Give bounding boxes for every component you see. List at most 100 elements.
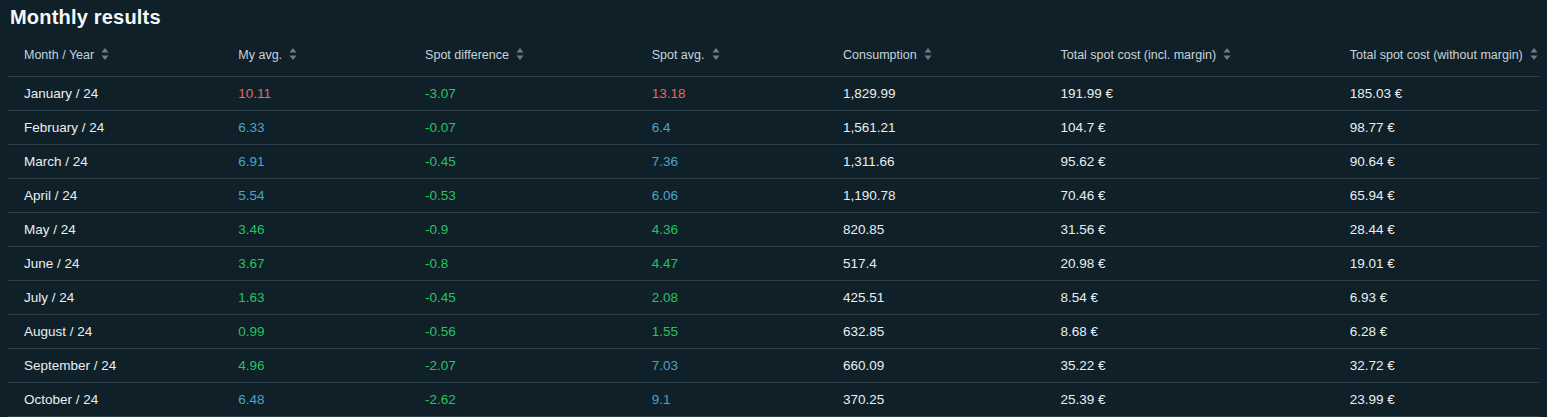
cell-spot-avg: 7.03 <box>636 348 827 382</box>
cell-consumption: 1,190.78 <box>827 178 1044 212</box>
cell-total-spot-cost-without-margin: 28.44 € <box>1334 212 1539 246</box>
cell-total-spot-cost-without-margin: 32.72 € <box>1334 348 1539 382</box>
cell-total-spot-cost-without-margin: 185.03 € <box>1334 76 1539 110</box>
table-row: September / 244.96-2.077.03660.0935.22 €… <box>8 348 1539 382</box>
cell-spot-avg: 4.47 <box>636 246 827 280</box>
cell-month-year: June / 24 <box>8 246 222 280</box>
cell-my-avg: 3.67 <box>222 246 409 280</box>
cell-total-spot-cost-without-margin: 6.28 € <box>1334 314 1539 348</box>
cell-total-spot-cost-without-margin: 19.01 € <box>1334 246 1539 280</box>
column-header-label: Month / Year <box>24 48 94 62</box>
cell-month-year: January / 24 <box>8 76 222 110</box>
cell-consumption: 425.51 <box>827 280 1044 314</box>
cell-my-avg: 1.63 <box>222 280 409 314</box>
cell-my-avg: 6.48 <box>222 382 409 416</box>
cell-month-year: October / 24 <box>8 382 222 416</box>
cell-spot-difference: -2.07 <box>409 348 636 382</box>
cell-total-spot-cost-without-margin: 6.93 € <box>1334 280 1539 314</box>
cell-my-avg: 6.33 <box>222 110 409 144</box>
sort-icon <box>1223 48 1231 63</box>
table-row: October / 246.48-2.629.1370.2525.39 €23.… <box>8 382 1539 416</box>
cell-total-spot-cost-without-margin: 65.94 € <box>1334 178 1539 212</box>
page-title: Monthly results <box>8 0 1539 36</box>
column-header-consumption[interactable]: Consumption <box>827 36 1044 76</box>
cell-spot-avg: 7.36 <box>636 144 827 178</box>
cell-spot-avg: 4.36 <box>636 212 827 246</box>
column-header-label: Spot avg. <box>652 48 705 62</box>
column-header-label: Spot difference <box>425 48 509 62</box>
column-header-label: Total spot cost (without margin) <box>1350 48 1523 62</box>
monthly-results-panel: Monthly results Month / Year My avg. Spo… <box>0 0 1547 417</box>
cell-consumption: 820.85 <box>827 212 1044 246</box>
cell-total-spot-cost-incl-margin: 31.56 € <box>1044 212 1333 246</box>
table-row: January / 2410.11-3.0713.181,829.99191.9… <box>8 76 1539 110</box>
column-header-total-spot-cost-without-margin[interactable]: Total spot cost (without margin) <box>1334 36 1539 76</box>
cell-consumption: 1,311.66 <box>827 144 1044 178</box>
table-row: August / 240.99-0.561.55632.858.68 €6.28… <box>8 314 1539 348</box>
column-header-label: Consumption <box>843 48 917 62</box>
cell-my-avg: 3.46 <box>222 212 409 246</box>
cell-spot-difference: -0.45 <box>409 144 636 178</box>
cell-my-avg: 4.96 <box>222 348 409 382</box>
cell-spot-avg: 13.18 <box>636 76 827 110</box>
cell-my-avg: 0.99 <box>222 314 409 348</box>
cell-month-year: March / 24 <box>8 144 222 178</box>
cell-spot-difference: -0.9 <box>409 212 636 246</box>
cell-total-spot-cost-without-margin: 98.77 € <box>1334 110 1539 144</box>
table-row: February / 246.33-0.076.41,561.21104.7 €… <box>8 110 1539 144</box>
cell-spot-difference: -0.56 <box>409 314 636 348</box>
cell-month-year: September / 24 <box>8 348 222 382</box>
cell-consumption: 1,829.99 <box>827 76 1044 110</box>
cell-total-spot-cost-without-margin: 23.99 € <box>1334 382 1539 416</box>
sort-icon <box>101 48 109 63</box>
cell-total-spot-cost-incl-margin: 191.99 € <box>1044 76 1333 110</box>
cell-spot-difference: -3.07 <box>409 76 636 110</box>
cell-spot-difference: -0.8 <box>409 246 636 280</box>
cell-spot-avg: 9.1 <box>636 382 827 416</box>
cell-consumption: 370.25 <box>827 382 1044 416</box>
cell-consumption: 517.4 <box>827 246 1044 280</box>
column-header-total-spot-cost-incl-margin[interactable]: Total spot cost (incl. margin) <box>1044 36 1333 76</box>
cell-total-spot-cost-incl-margin: 104.7 € <box>1044 110 1333 144</box>
column-header-label: Total spot cost (incl. margin) <box>1060 48 1216 62</box>
column-header-month-year[interactable]: Month / Year <box>8 36 222 76</box>
cell-my-avg: 6.91 <box>222 144 409 178</box>
cell-consumption: 1,561.21 <box>827 110 1044 144</box>
table-body: January / 2410.11-3.0713.181,829.99191.9… <box>8 76 1539 416</box>
column-header-label: My avg. <box>238 48 282 62</box>
cell-total-spot-cost-incl-margin: 20.98 € <box>1044 246 1333 280</box>
table-row: June / 243.67-0.84.47517.420.98 €19.01 € <box>8 246 1539 280</box>
cell-total-spot-cost-incl-margin: 95.62 € <box>1044 144 1333 178</box>
monthly-results-table: Month / Year My avg. Spot difference Spo… <box>8 36 1539 417</box>
cell-month-year: August / 24 <box>8 314 222 348</box>
sort-icon <box>516 48 524 63</box>
cell-spot-difference: -0.53 <box>409 178 636 212</box>
cell-spot-difference: -2.62 <box>409 382 636 416</box>
table-row: May / 243.46-0.94.36820.8531.56 €28.44 € <box>8 212 1539 246</box>
sort-icon <box>712 48 720 63</box>
cell-month-year: May / 24 <box>8 212 222 246</box>
column-header-spot-difference[interactable]: Spot difference <box>409 36 636 76</box>
sort-icon <box>289 48 297 63</box>
cell-spot-difference: -0.45 <box>409 280 636 314</box>
column-header-spot-avg[interactable]: Spot avg. <box>636 36 827 76</box>
table-row: July / 241.63-0.452.08425.518.54 €6.93 € <box>8 280 1539 314</box>
sort-icon <box>924 48 932 63</box>
cell-spot-avg: 1.55 <box>636 314 827 348</box>
cell-my-avg: 5.54 <box>222 178 409 212</box>
cell-consumption: 660.09 <box>827 348 1044 382</box>
cell-total-spot-cost-incl-margin: 25.39 € <box>1044 382 1333 416</box>
cell-spot-avg: 2.08 <box>636 280 827 314</box>
cell-total-spot-cost-incl-margin: 8.68 € <box>1044 314 1333 348</box>
cell-total-spot-cost-without-margin: 90.64 € <box>1334 144 1539 178</box>
cell-month-year: July / 24 <box>8 280 222 314</box>
table-header: Month / Year My avg. Spot difference Spo… <box>8 36 1539 76</box>
cell-month-year: February / 24 <box>8 110 222 144</box>
cell-total-spot-cost-incl-margin: 8.54 € <box>1044 280 1333 314</box>
column-header-my-avg[interactable]: My avg. <box>222 36 409 76</box>
cell-consumption: 632.85 <box>827 314 1044 348</box>
sort-icon <box>1530 48 1538 63</box>
cell-total-spot-cost-incl-margin: 70.46 € <box>1044 178 1333 212</box>
cell-total-spot-cost-incl-margin: 35.22 € <box>1044 348 1333 382</box>
cell-month-year: April / 24 <box>8 178 222 212</box>
